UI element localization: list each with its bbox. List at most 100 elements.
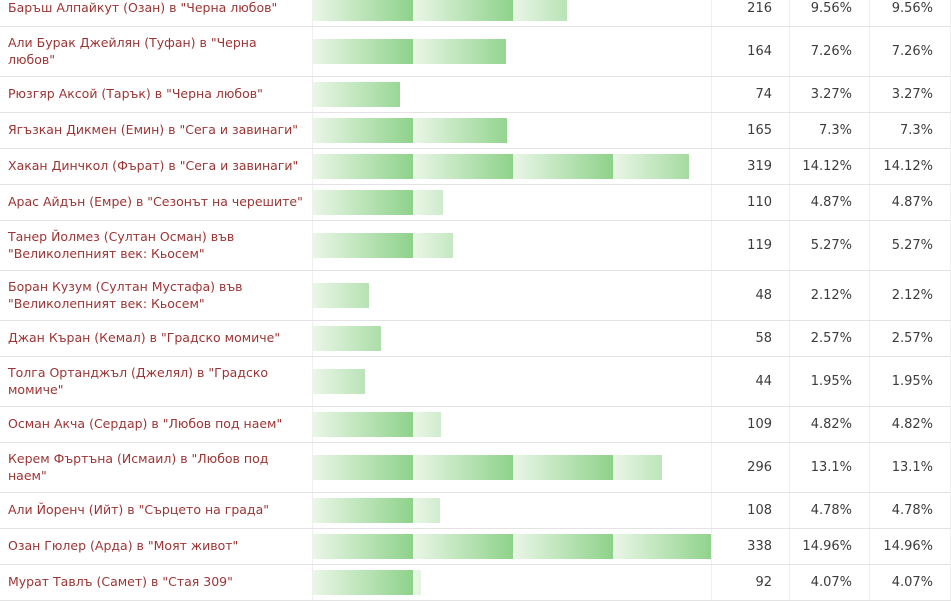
table-row: Керем Фъртъна (Исмаил) в "Любов под наем… — [0, 443, 951, 493]
bar-cell — [313, 565, 712, 600]
bar-cell — [313, 77, 712, 112]
vote-percent-2: 2.57% — [870, 321, 951, 356]
vote-percent-2: 7.3% — [870, 113, 951, 148]
poll-option-label: Боран Кузум (Султан Мустафа) във "Велико… — [0, 271, 313, 320]
vote-percent: 7.3% — [790, 113, 870, 148]
bar-cell — [313, 185, 712, 220]
vote-count: 164 — [712, 27, 790, 76]
poll-option-label: Ягъзкан Дикмен (Емин) в "Сега и завинаги… — [0, 113, 313, 148]
vote-percent: 5.27% — [790, 221, 870, 270]
vote-count: 165 — [712, 113, 790, 148]
vote-bar — [313, 455, 662, 480]
vote-percent: 13.1% — [790, 443, 870, 492]
vote-bar — [313, 154, 689, 179]
poll-option-label: Осман Акча (Сердар) в "Любов под наем" — [0, 407, 313, 442]
vote-percent: 4.07% — [790, 565, 870, 600]
table-row: Али Йоренч (Ийт) в "Сърцето на града" 108… — [0, 493, 951, 529]
poll-option-label: Керем Фъртъна (Исмаил) в "Любов под наем… — [0, 443, 313, 492]
vote-percent-2: 1.95% — [870, 357, 951, 406]
vote-percent-2: 4.78% — [870, 493, 951, 528]
vote-count: 92 — [712, 565, 790, 600]
vote-count: 58 — [712, 321, 790, 356]
poll-option-label: Рюзгяр Аксой (Тарък) в "Черна любов" — [0, 77, 313, 112]
bar-cell — [313, 407, 712, 442]
vote-percent-2: 2.12% — [870, 271, 951, 320]
vote-percent: 7.26% — [790, 27, 870, 76]
vote-percent-2: 4.87% — [870, 185, 951, 220]
vote-count: 110 — [712, 185, 790, 220]
bar-cell — [313, 27, 712, 76]
vote-percent-2: 14.12% — [870, 149, 951, 184]
poll-option-label: Мурат Тавлъ (Самет) в "Стая 309" — [0, 565, 313, 600]
vote-bar — [313, 118, 508, 143]
table-row: Боран Кузум (Султан Мустафа) във "Велико… — [0, 271, 951, 321]
bar-cell — [313, 113, 712, 148]
vote-bar — [313, 326, 382, 351]
bar-cell — [313, 529, 712, 564]
vote-percent: 14.96% — [790, 529, 870, 564]
bar-cell — [313, 271, 712, 320]
vote-bar — [313, 82, 400, 107]
poll-option-label: Арас Айдън (Емре) в "Сезонът на черешите… — [0, 185, 313, 220]
vote-percent-2: 3.27% — [870, 77, 951, 112]
vote-bar — [313, 412, 442, 437]
vote-percent: 2.57% — [790, 321, 870, 356]
table-row: Осман Акча (Сердар) в "Любов под наем" 10… — [0, 407, 951, 443]
vote-count: 216 — [712, 0, 790, 26]
vote-bar — [313, 534, 711, 559]
poll-option-label: Хакан Динчкол (Фърат) в "Сега и завинаги… — [0, 149, 313, 184]
vote-percent-2: 9.56% — [870, 0, 951, 26]
vote-count: 296 — [712, 443, 790, 492]
poll-option-label: Толга Ортанджъл (Джелял) в "Градско моми… — [0, 357, 313, 406]
vote-percent-2: 4.82% — [870, 407, 951, 442]
table-row: Рюзгяр Аксой (Тарък) в "Черна любов" 74 3.… — [0, 77, 951, 113]
vote-count: 44 — [712, 357, 790, 406]
table-row: Али Бурак Джейлян (Туфан) в "Черна любов… — [0, 27, 951, 77]
vote-percent: 4.87% — [790, 185, 870, 220]
vote-percent-2: 4.07% — [870, 565, 951, 600]
vote-count: 338 — [712, 529, 790, 564]
vote-percent-2: 14.96% — [870, 529, 951, 564]
bar-cell — [313, 443, 712, 492]
vote-bar — [313, 39, 507, 64]
bar-cell — [313, 357, 712, 406]
vote-percent: 3.27% — [790, 77, 870, 112]
bar-cell — [313, 0, 712, 26]
vote-bar — [313, 369, 365, 394]
bar-cell — [313, 321, 712, 356]
poll-option-label: Озан Гюлер (Арда) в "Моят живот" — [0, 529, 313, 564]
table-row: Ягъзкан Дикмен (Емин) в "Сега и завинаги… — [0, 113, 951, 149]
table-row: Баръш Алпайкут (Озан) в "Черна любов" 216… — [0, 0, 951, 27]
table-row: Танер Йолмез (Султан Осман) във "Великол… — [0, 221, 951, 271]
table-row: Джан Къран (Кемал) в "Градско момиче" 58 2… — [0, 321, 951, 357]
bar-cell — [313, 221, 712, 270]
poll-option-label: Али Бурак Джейлян (Туфан) в "Черна любов… — [0, 27, 313, 76]
vote-bar — [313, 190, 443, 215]
bar-cell — [313, 493, 712, 528]
vote-bar — [313, 570, 422, 595]
poll-option-label: Баръш Алпайкут (Озан) в "Черна любов" — [0, 0, 313, 26]
vote-bar — [313, 283, 370, 308]
vote-count: 74 — [712, 77, 790, 112]
table-row: Хакан Динчкол (Фърат) в "Сега и завинаги… — [0, 149, 951, 185]
vote-count: 48 — [712, 271, 790, 320]
table-row: Озан Гюлер (Арда) в "Моят живот" 338 14.96… — [0, 529, 951, 565]
poll-option-label: Али Йоренч (Ийт) в "Сърцето на града" — [0, 493, 313, 528]
poll-option-label: Танер Йолмез (Султан Осман) във "Великол… — [0, 221, 313, 270]
table-row: Арас Айдън (Емре) в "Сезонът на черешите… — [0, 185, 951, 221]
vote-percent-2: 13.1% — [870, 443, 951, 492]
bar-cell — [313, 149, 712, 184]
vote-percent: 1.95% — [790, 357, 870, 406]
vote-bar — [313, 0, 568, 21]
vote-count: 119 — [712, 221, 790, 270]
vote-count: 319 — [712, 149, 790, 184]
vote-percent-2: 7.26% — [870, 27, 951, 76]
vote-percent: 4.82% — [790, 407, 870, 442]
vote-bar — [313, 233, 454, 258]
poll-option-label: Джан Къран (Кемал) в "Градско момиче" — [0, 321, 313, 356]
vote-percent: 2.12% — [790, 271, 870, 320]
vote-percent: 4.78% — [790, 493, 870, 528]
vote-percent-2: 5.27% — [870, 221, 951, 270]
vote-percent: 9.56% — [790, 0, 870, 26]
